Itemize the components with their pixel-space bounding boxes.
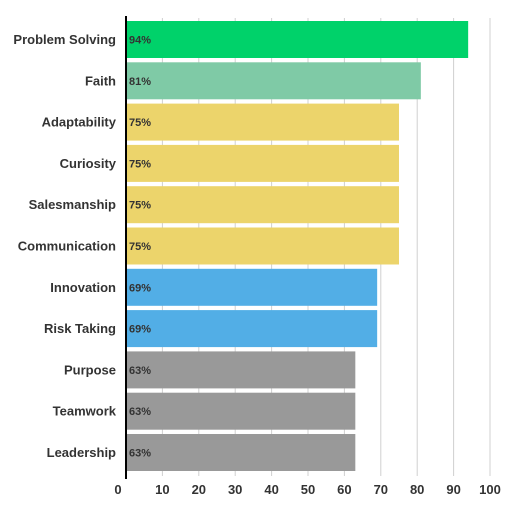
x-tick-label: 0 xyxy=(114,482,121,497)
value-labels: 94% 81% 75% 75% 75% 75% 69% 69% 63% 63% 63% xyxy=(129,35,151,460)
value-label: 81% xyxy=(129,76,151,88)
x-tick-label: 20 xyxy=(192,482,206,497)
x-tick-label: 30 xyxy=(228,482,242,497)
bar xyxy=(126,434,356,471)
value-label: 75% xyxy=(129,158,151,170)
category-label: Leadership xyxy=(47,445,116,460)
category-label: Salesmanship xyxy=(29,197,116,212)
category-label: Adaptability xyxy=(42,115,117,130)
bar xyxy=(126,62,421,100)
category-label: Curiosity xyxy=(60,156,117,171)
category-label: Teamwork xyxy=(53,404,117,419)
x-tick-label: 90 xyxy=(446,482,460,497)
x-tick-label: 70 xyxy=(374,482,388,497)
bar xyxy=(126,227,399,265)
bars xyxy=(126,21,469,471)
category-label: Problem Solving xyxy=(13,32,116,47)
category-labels: Problem Solving Faith Adaptability Curiosit… xyxy=(13,32,116,460)
value-label: 63% xyxy=(129,365,151,377)
bar xyxy=(126,268,378,306)
category-label: Faith xyxy=(85,73,116,88)
x-axis-ticks: 0 10 20 30 40 50 60 70 80 90 100 xyxy=(114,482,500,497)
value-label: 63% xyxy=(129,406,151,418)
bar xyxy=(126,144,399,182)
value-label: 75% xyxy=(129,241,151,253)
bar xyxy=(126,310,378,348)
value-label: 75% xyxy=(129,200,151,212)
bar xyxy=(126,103,399,141)
bar xyxy=(126,351,356,389)
value-label: 69% xyxy=(129,324,151,336)
category-label: Purpose xyxy=(64,362,116,377)
category-label: Innovation xyxy=(50,280,116,295)
value-label: 75% xyxy=(129,117,151,129)
category-label: Communication xyxy=(18,239,116,254)
x-tick-label: 10 xyxy=(155,482,169,497)
bar xyxy=(126,21,469,58)
x-tick-label: 60 xyxy=(337,482,351,497)
value-label: 63% xyxy=(129,448,151,460)
x-tick-label: 100 xyxy=(479,482,501,497)
x-tick-label: 50 xyxy=(301,482,315,497)
x-tick-label: 80 xyxy=(410,482,424,497)
bar xyxy=(126,186,399,224)
category-label: Risk Taking xyxy=(44,321,116,336)
value-label: 94% xyxy=(129,35,151,47)
bar xyxy=(126,392,356,430)
x-tick-label: 40 xyxy=(264,482,278,497)
value-label: 69% xyxy=(129,282,151,294)
